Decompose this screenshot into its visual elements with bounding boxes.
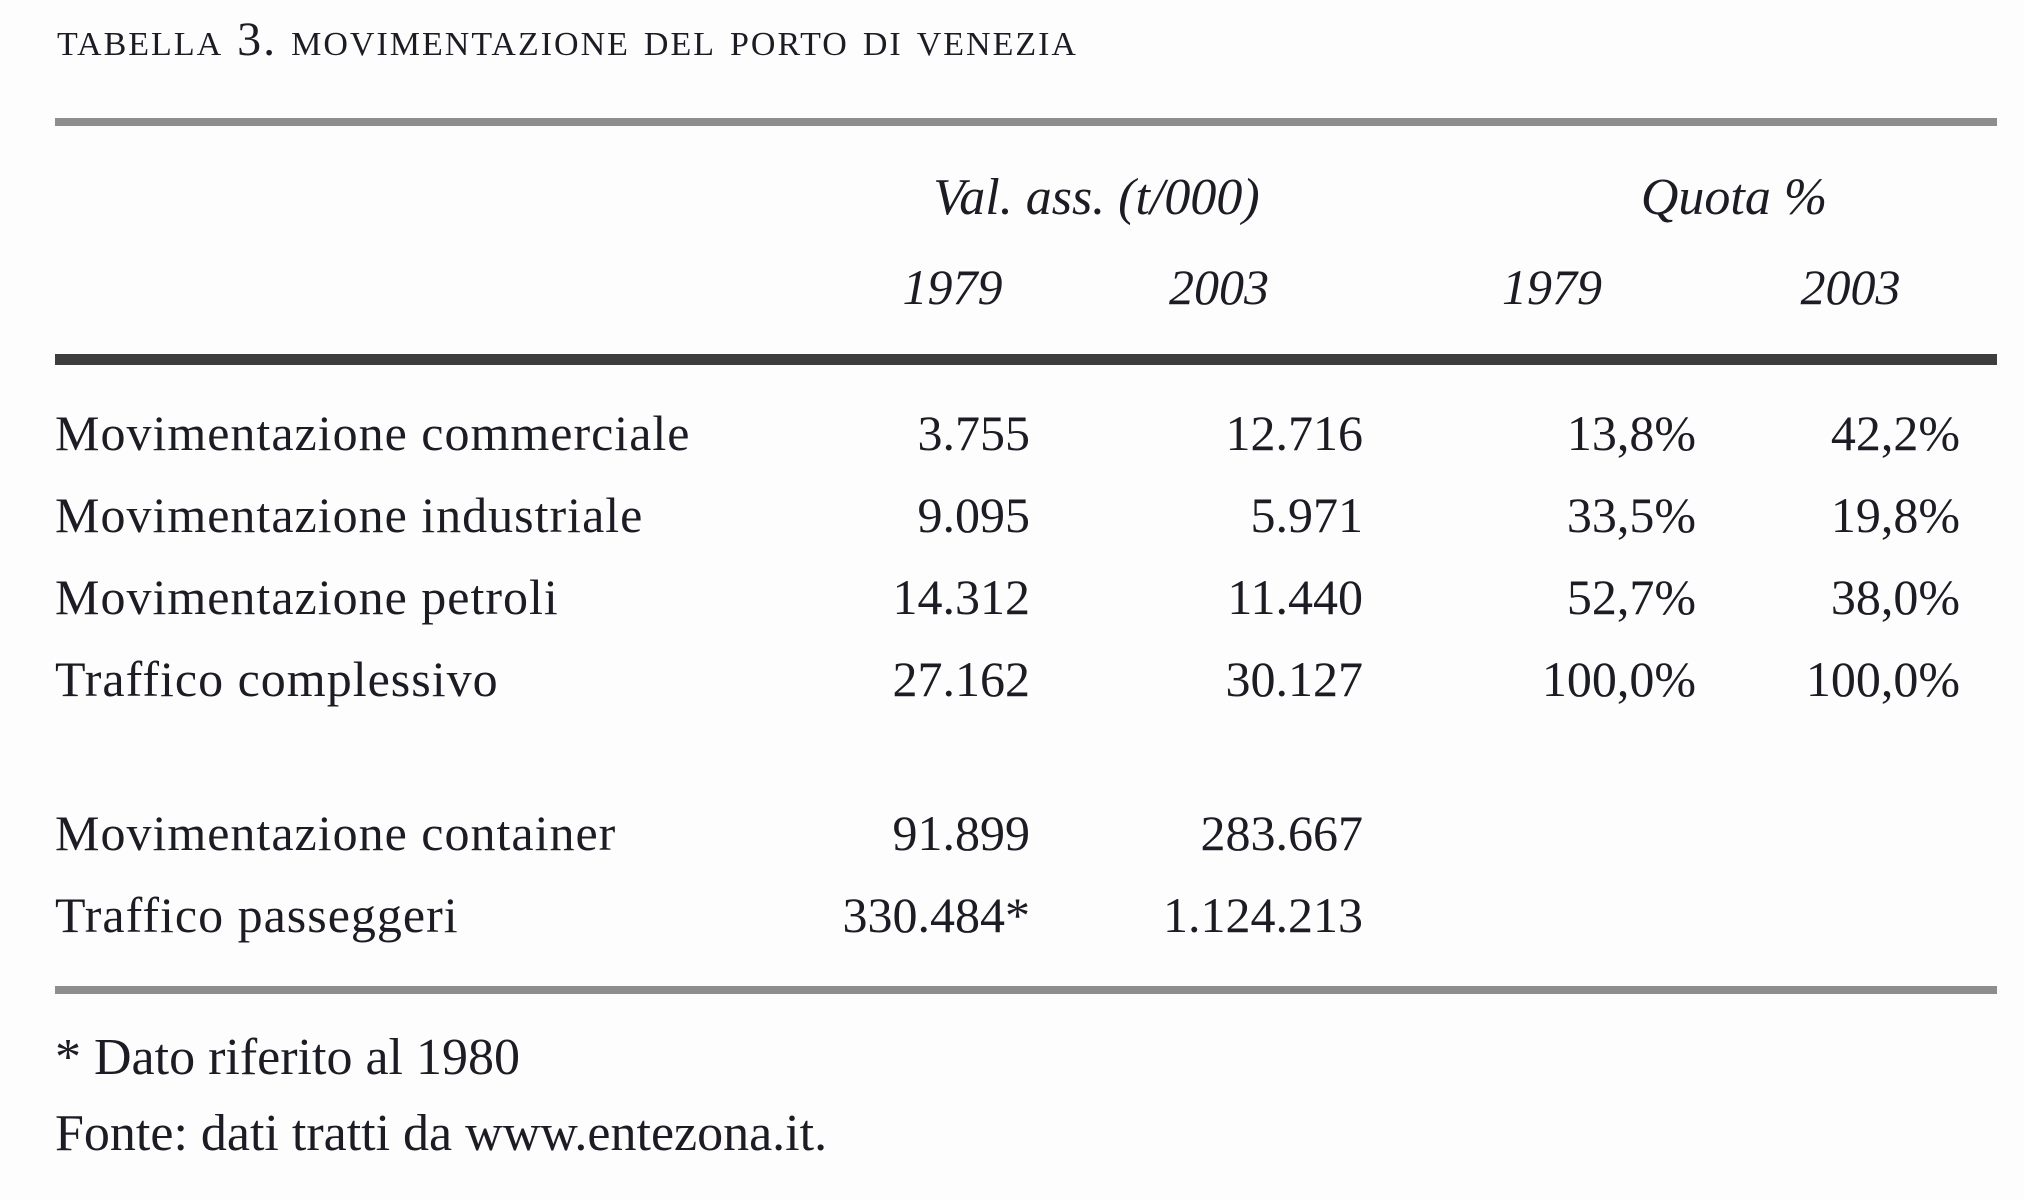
header-rule [55,354,1997,365]
value-val-ass-1979: 91.899 [892,805,1031,861]
year-quota-2003: 2003 [1800,259,1901,315]
value-val-ass-2003: 30.127 [1225,651,1364,707]
row-label: Movimentazione petroli [55,569,559,625]
value-val-ass-1979: 27.162 [892,651,1031,707]
value-val-ass-2003: 12.716 [1225,405,1364,461]
value-quota-2003: 19,8% [1830,487,1960,543]
table-row: Movimentazione industriale 9.095 5.971 3… [55,474,1960,556]
row-label: Movimentazione commerciale [55,405,691,461]
column-group-val-ass: Val. ass. (t/000) [933,169,1260,226]
value-val-ass-2003: 11.440 [1227,569,1363,625]
value-quota-2003: 42,2% [1830,405,1960,461]
spacer-cell [55,168,830,227]
table-row: Movimentazione commerciale 3.755 12.716 … [55,392,1960,474]
column-group-quota: Quota % [1640,169,1828,226]
asterisk-footnote: * Dato riferito al 1980 [55,1029,520,1086]
table-body-main: Movimentazione commerciale 3.755 12.716 … [55,392,1960,720]
value-val-ass-2003: 5.971 [1250,487,1364,543]
year-val-ass-2003: 2003 [1169,259,1269,315]
bottom-rule [55,986,1997,994]
spacer-cell [55,258,830,316]
value-quota-1979: 33,5% [1566,487,1696,543]
row-label: Movimentazione industriale [55,487,644,543]
top-rule [55,118,1997,126]
year-header-row: 1979 2003 1979 2003 [55,258,1960,316]
value-val-ass-1979: 3.755 [917,405,1031,461]
table-title: tabella 3. movimentazione del porto di v… [57,13,1078,66]
value-quota-1979: 13,8% [1566,405,1696,461]
column-group-header-row: Val. ass. (t/000) Quota % [55,168,1960,227]
year-quota-1979: 1979 [1502,259,1602,315]
value-val-ass-2003: 283.667 [1200,805,1364,861]
row-label: Traffico passeggeri [55,887,459,943]
row-label: Movimentazione container [55,805,617,861]
table-row: Movimentazione container 91.899 283.667 [55,792,1960,874]
table-row: Movimentazione petroli 14.312 11.440 52,… [55,556,1960,638]
table-row: Traffico complessivo 27.162 30.127 100,0… [55,638,1960,720]
row-label: Traffico complessivo [55,651,499,707]
source-footnote: Fonte: dati tratti da www.entezona.it. [55,1105,828,1162]
value-quota-1979: 100,0% [1541,651,1696,707]
table-row: Traffico passeggeri 330.484* 1.124.213 [55,874,1960,956]
year-val-ass-1979: 1979 [902,259,1003,315]
value-quota-2003: 38,0% [1830,569,1960,625]
table-body-secondary: Movimentazione container 91.899 283.667 … [55,792,1960,956]
value-val-ass-1979: 9.095 [917,487,1031,543]
value-val-ass-1979: 14.312 [892,569,1031,625]
value-quota-1979: 52,7% [1566,569,1696,625]
value-quota-2003: 100,0% [1805,651,1960,707]
value-val-ass-2003: 1.124.213 [1163,887,1363,943]
value-val-ass-1979: 330.484* [842,887,1031,943]
